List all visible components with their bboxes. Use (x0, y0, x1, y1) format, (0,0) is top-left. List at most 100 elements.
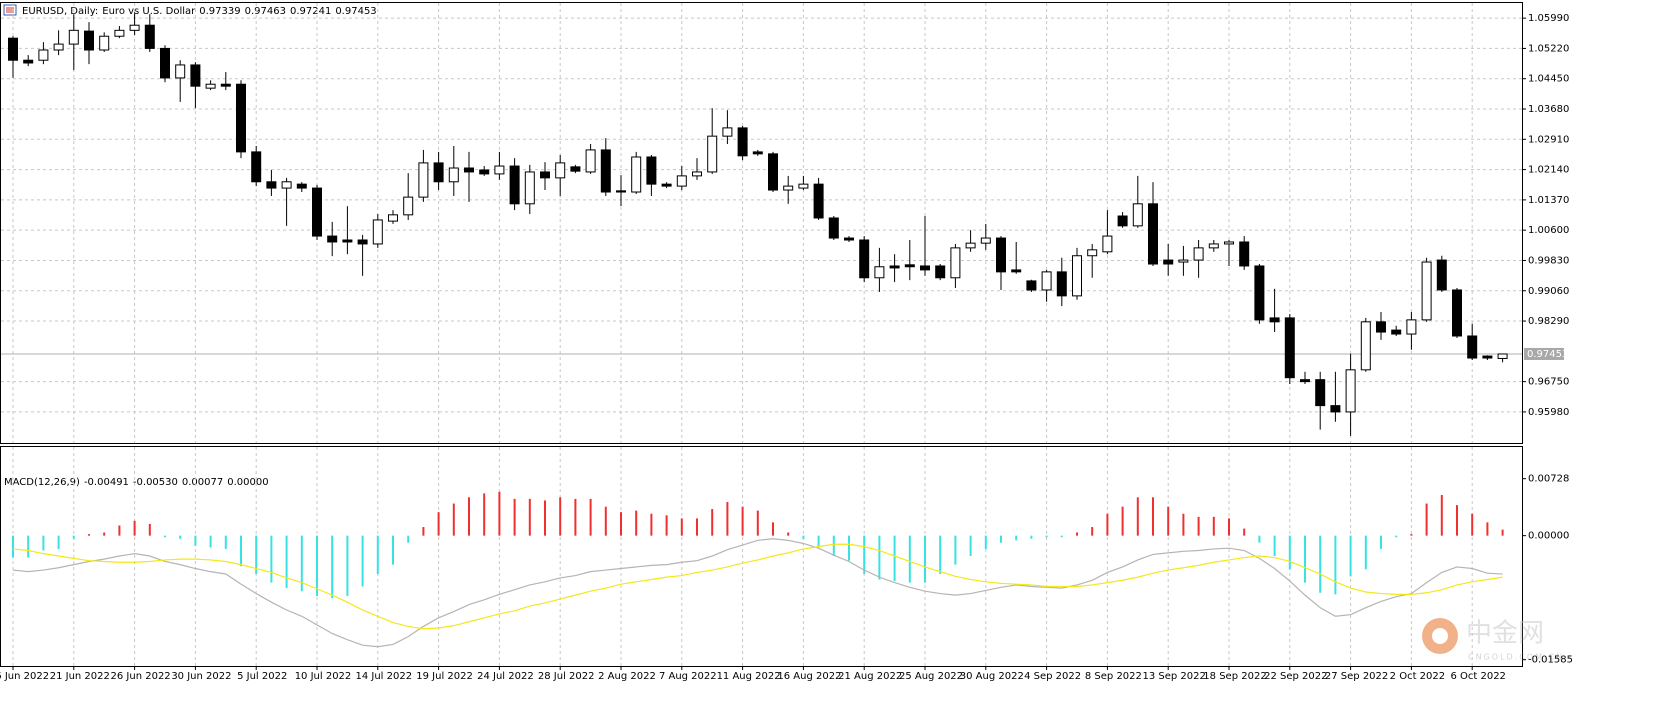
histogram-bar (498, 491, 501, 536)
candle-body (1391, 329, 1402, 335)
candle-body (996, 237, 1006, 273)
candle-body (1178, 259, 1189, 263)
candle-body (68, 29, 79, 45)
histogram-bar (1030, 535, 1033, 539)
watermark-brand: 中金网 (1466, 619, 1544, 649)
candle-body (737, 127, 748, 157)
histogram-bar (1182, 513, 1185, 536)
candle-body (220, 83, 231, 87)
histogram-bar (1334, 535, 1337, 595)
histogram-bar (1136, 497, 1139, 536)
candle-body (388, 214, 398, 222)
histogram-bar (1167, 506, 1170, 536)
candle-body (464, 167, 474, 173)
histogram-bar (559, 497, 562, 536)
quote-value: 0.97463 (245, 6, 286, 17)
price-panel-frame (0, 2, 1523, 444)
histogram-bar (650, 513, 653, 536)
candle-body (312, 187, 322, 237)
candle-body (23, 59, 34, 64)
indicator-label: MACD(12,26,9) -0.00491 -0.00530 0.00077 0.00… (4, 477, 269, 488)
description: Euro vs U.S. Dollar (102, 6, 196, 17)
candle-body (1056, 271, 1067, 297)
quote-value: 0.97453 (335, 6, 376, 17)
candle-body (251, 151, 262, 183)
histogram-bar (1456, 505, 1458, 536)
candle-body (8, 37, 18, 61)
x-tick-label: 21 Aug 2022 (838, 671, 902, 682)
candle-body (53, 43, 64, 51)
x-tick-label: 2 Oct 2022 (1390, 671, 1445, 682)
histogram-bar (741, 506, 744, 536)
candle-body (1148, 203, 1158, 265)
candle-body (1436, 259, 1447, 291)
candle-body (1117, 215, 1128, 227)
histogram-bar (133, 520, 136, 536)
candle-body (844, 237, 854, 241)
x-tick-label: 18 Sep 2022 (1203, 671, 1266, 682)
histogram-bar (164, 535, 166, 538)
x-tick-label: 14 Jul 2022 (355, 671, 412, 682)
histogram-bar (346, 535, 349, 596)
histogram-bar (604, 506, 607, 536)
histogram-bar (1197, 516, 1200, 536)
histogram-bar (27, 535, 30, 558)
histogram-bar (513, 498, 516, 536)
histogram-bar (969, 535, 972, 556)
histogram-bar (1243, 528, 1246, 536)
candle-body (1254, 265, 1265, 321)
y-tick-label: 0.99830 (1528, 255, 1569, 266)
candle-body (692, 171, 702, 177)
candle-body (357, 239, 368, 245)
histogram-bar (483, 493, 486, 536)
histogram-bar (1319, 535, 1322, 593)
candle-body (84, 30, 94, 51)
x-tick-label: 25 Aug 2022 (899, 671, 963, 682)
y-tick-label: -0.01585 (1528, 655, 1573, 666)
y-tick-label: 0.00728 (1528, 474, 1569, 485)
y-tick-label: 1.05990 (1528, 13, 1569, 24)
watermark-site: CNGOLD.COM.CN (1468, 653, 1564, 662)
candle-body (1041, 271, 1052, 291)
y-tick-label: 0.99060 (1528, 286, 1569, 297)
histogram-bar (1410, 534, 1413, 536)
y-tick-label: 0.95980 (1528, 407, 1569, 418)
x-tick-label: 11 Aug 2022 (717, 671, 781, 682)
indicator-value: 0.00000 (227, 477, 268, 488)
candle-body (433, 162, 444, 183)
histogram-bar (863, 535, 866, 574)
quote-value: 0.97241 (290, 6, 331, 17)
histogram-bar (392, 535, 394, 565)
candle-body (1482, 355, 1493, 359)
candle-body (1011, 269, 1022, 273)
candle-body (175, 64, 186, 79)
histogram-bar (908, 535, 911, 583)
candle-body (372, 219, 383, 245)
candle-body (600, 149, 611, 193)
candle-body (1452, 289, 1462, 337)
histogram-bar (1091, 527, 1094, 536)
histogram-bar (1288, 535, 1291, 570)
candle-body (281, 181, 292, 189)
x-tick-label: 19 Jul 2022 (416, 671, 473, 682)
histogram-bar (1273, 535, 1276, 556)
x-tick-label: 27 Sep 2022 (1325, 671, 1388, 682)
candle-body (1284, 317, 1295, 379)
y-tick-label: 1.05220 (1528, 43, 1569, 54)
indicator-value: -0.00491 (84, 477, 129, 488)
candle-body (707, 135, 718, 173)
candle-body (129, 24, 140, 31)
histogram-bar (680, 518, 683, 536)
histogram-bar (1380, 535, 1382, 549)
histogram-bar (1106, 513, 1109, 536)
indicator-name: MACD(12,26,9) (4, 477, 80, 488)
candle-body (1269, 317, 1280, 323)
candle-body (555, 162, 566, 179)
candle-body (874, 266, 885, 279)
histogram-bar (1304, 535, 1306, 583)
candle-body (1026, 280, 1037, 291)
x-tick-label: 16 Jun 2022 (0, 671, 49, 682)
x-tick-label: 5 Jul 2022 (237, 671, 287, 682)
y-tick-label: 1.02910 (1528, 134, 1569, 145)
histogram-bar (209, 535, 212, 548)
